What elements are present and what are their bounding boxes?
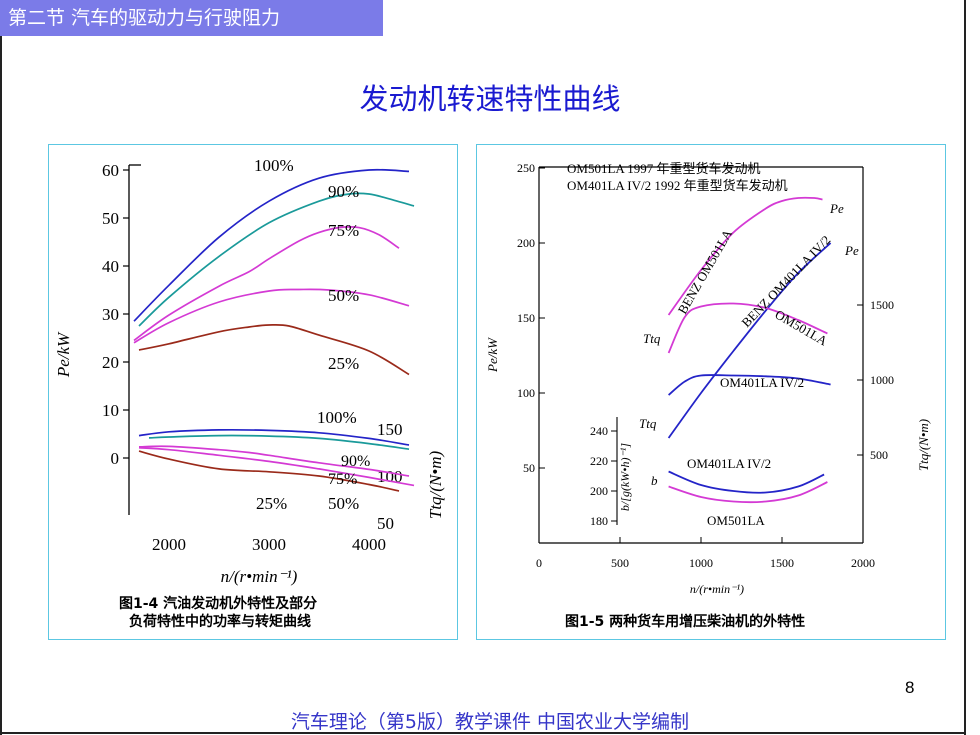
- chart2-bsfc-tick-label: 240: [590, 424, 608, 438]
- chart1-power-curve-90pct: [138, 192, 415, 327]
- chart1-torque-curve-25pct: [138, 450, 400, 492]
- chart1-curves: [133, 168, 415, 492]
- chart2-bsfc-tick-label: 200: [590, 484, 608, 498]
- chart2-torque-curve: [667, 302, 828, 354]
- chart-panel-diesel: 50 100 150 200 250 500 1000 1500 180 200 220 240 0 50…: [476, 144, 946, 640]
- chart1-torque-tick-label: 150: [377, 420, 403, 439]
- chart1-power-label-75: 75%: [328, 221, 359, 240]
- chart2-power-tick-label: 50: [523, 461, 535, 475]
- chart2-bsfc-tick-label: 220: [590, 454, 608, 468]
- chart2-bsfc-axis-label: b/[g(kW•h)⁻¹]: [618, 443, 632, 511]
- chart2-x-axis-label: n/(r•min⁻¹): [690, 582, 744, 596]
- chart2-x-tick-label: 1500: [770, 556, 794, 570]
- footer-credit: 汽车理论（第5版）教学课件 中国农业大学编制: [290, 711, 690, 733]
- chart1-power-tick-label: 10: [102, 401, 119, 420]
- chart2-power-tick-label: 150: [517, 311, 535, 325]
- chart1-torque-label-90: 90%: [341, 453, 370, 470]
- chart2-label-om501la-bsfc: OM501LA: [707, 513, 765, 528]
- chart1-torque-tick-label: 50: [377, 514, 394, 533]
- chart2-x-tick-label: 500: [611, 556, 629, 570]
- chart1-power-tick-label: 30: [102, 305, 119, 324]
- chart1-power-tick-label: 50: [102, 209, 119, 228]
- chart2-power-tick-label: 250: [517, 161, 535, 175]
- chart1-power-tick-label: 0: [111, 449, 120, 468]
- chart1-power-label-50: 50%: [328, 286, 359, 305]
- chart2-power-curve: [667, 196, 823, 316]
- chart1-caption-line1: 图1-4 汽油发动机外特性及部分: [119, 595, 317, 612]
- chart1-torque-curve-75pct: [138, 445, 410, 477]
- slide-title: 发动机转速特性曲线: [359, 82, 621, 116]
- chart2-label-om501la-torque: OM501LA: [773, 307, 831, 349]
- chart2-torque-tick-label: 1000: [870, 373, 894, 387]
- chart-panel-gasoline: 0 10 20 30 40 50 60 50 100 150 2000 3000 4000 100% 9…: [48, 144, 458, 640]
- chart2-label-pe-om501la: Pe: [829, 201, 844, 216]
- diesel-engine-chart: 50 100 150 200 250 500 1000 1500 180 200 220 240 0 50…: [485, 161, 931, 630]
- chart2-bsfc-tick-label: 180: [590, 514, 608, 528]
- chart1-power-curve-75pct: [133, 226, 400, 342]
- chart1-axes: [128, 164, 141, 515]
- chart1-power-label-100: 100%: [254, 156, 294, 175]
- chart1-caption-line2: 负荷特性中的功率与转矩曲线: [129, 613, 311, 630]
- chart1-power-curve-25pct: [138, 323, 410, 376]
- chart2-label-om401la-torque: OM401LA IV/2: [720, 375, 804, 390]
- chart2-ticks: 50 100 150 200 250 500 1000 1500 180 200 220 240 0 50…: [517, 161, 894, 570]
- chart1-torque-label-25: 25%: [256, 494, 287, 513]
- slide-frame-left: [0, 36, 2, 735]
- chart1-torque-label-100: 100%: [317, 408, 357, 427]
- chart1-torque-curve-90pct: [148, 434, 410, 451]
- chart1-x-tick-label: 2000: [152, 535, 186, 554]
- chart1-power-label-90: 90%: [328, 182, 359, 201]
- chart2-x-tick-label: 0: [536, 556, 542, 570]
- chart2-label-b: b: [651, 473, 658, 488]
- chart2-label-ttq-om501la: Ttq: [643, 331, 661, 346]
- chart1-torque-axis-label: Ttq/(N•m): [426, 451, 445, 520]
- chart2-x-tick-label: 2000: [851, 556, 875, 570]
- page-number: 8: [905, 678, 915, 697]
- chart2-legend-line2: OM401LA IV/2 1992 年重型货车发动机: [567, 178, 788, 193]
- chart2-torque-axis-label: Ttq/(N•m): [916, 419, 931, 471]
- chart2-power-axis-label: Pe/kW: [485, 337, 500, 373]
- chart1-x-axis-label: n/(r•min⁻¹): [221, 567, 298, 586]
- slide-frame-bottom: [0, 732, 966, 734]
- chart1-power-tick-label: 20: [102, 353, 119, 372]
- chart1-power-curve-100pct: [133, 168, 410, 322]
- chart1-power-tick-label: 60: [102, 161, 119, 180]
- chart2-power-tick-label: 100: [517, 386, 535, 400]
- chart2-x-tick-label: 1000: [689, 556, 713, 570]
- chart1-torque-curve-50pct: [138, 446, 415, 487]
- chart2-bsfc-curve: [668, 481, 828, 504]
- chart2-caption: 图1-5 两种货车用增压柴油机的外特性: [565, 613, 805, 630]
- chart2-power-tick-label: 200: [517, 236, 535, 250]
- chart1-power-label-25: 25%: [328, 354, 359, 373]
- chart1-torque-curve-100pct: [138, 428, 410, 446]
- chart2-bsfc-curve: [668, 470, 825, 494]
- chart1-torque-label-50: 50%: [328, 494, 359, 513]
- chart2-torque-curve: [668, 374, 831, 396]
- chart2-power-curve: [667, 242, 832, 439]
- section-header: 第二节 汽车的驱动力与行驶阻力: [0, 0, 383, 36]
- chart1-power-tick-label: 40: [102, 257, 119, 276]
- chart2-label-om401la-bsfc: OM401LA IV/2: [687, 456, 771, 471]
- chart2-label-pe-om401la: Pe: [844, 243, 859, 258]
- chart1-torque-label-75: 75%: [328, 471, 357, 488]
- slide-frame-right: [964, 0, 966, 735]
- chart2-torque-tick-label: 1500: [870, 298, 894, 312]
- chart2-label-ttq-om401la: Ttq: [639, 416, 657, 431]
- chart1-x-tick-label: 3000: [252, 535, 286, 554]
- chart2-legend-line1: OM501LA 1997 年重型货车发动机: [567, 161, 761, 176]
- chart2-curves: [667, 196, 832, 504]
- chart1-power-curve-50pct: [133, 288, 410, 344]
- chart1-x-tick-label: 4000: [352, 535, 386, 554]
- chart1-power-axis-label: Pe/kW: [54, 331, 73, 378]
- chart2-axes: [538, 166, 864, 544]
- chart2-torque-tick-label: 500: [870, 448, 888, 462]
